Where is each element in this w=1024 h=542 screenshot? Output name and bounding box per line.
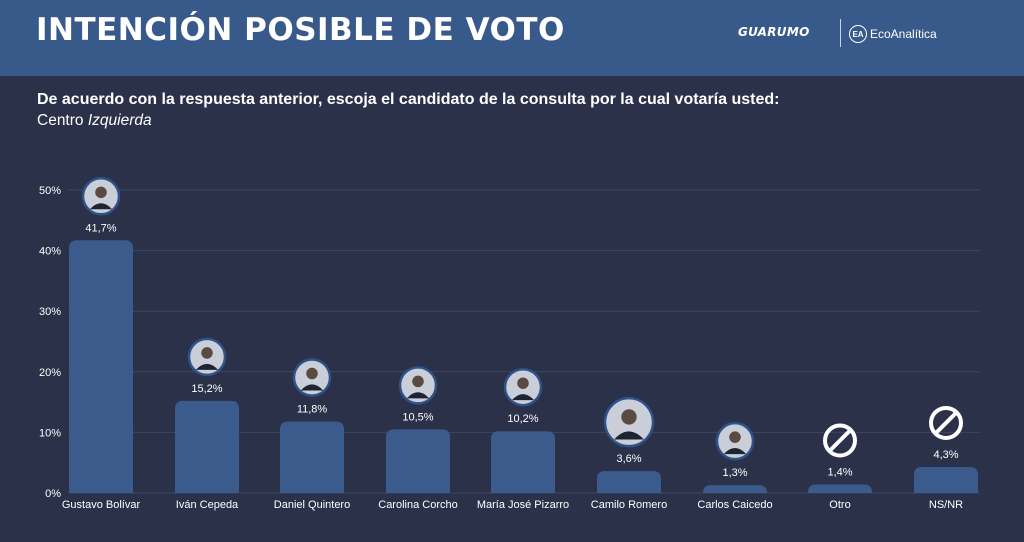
category-label: Daniel Quintero [274, 499, 350, 511]
bar [808, 484, 872, 493]
candidate-photo-head [306, 367, 318, 380]
subtitle-main: Centro [37, 112, 84, 129]
candidate-photo-body [195, 363, 219, 370]
bar-value-label: 11,8% [297, 403, 328, 415]
bar-value-label: 3,6% [616, 453, 641, 465]
category-label: Iván Cepeda [176, 499, 239, 511]
y-tick-label: 30% [39, 306, 61, 318]
subtitle-emphasis: Izquierda [87, 112, 152, 129]
bar-value-label: 41,7% [85, 222, 116, 234]
bar-value-label: 15,2% [191, 383, 222, 395]
ecoanalitica-logo: EA EcoAnalítica [849, 24, 937, 44]
bar [69, 240, 133, 493]
chart-subtitle: Centro Izquierda [37, 112, 152, 130]
bar-value-label: 10,5% [402, 411, 433, 423]
page-title: INTENCIÓN POSIBLE DE VOTO [36, 12, 565, 48]
prohibited-icon [823, 423, 857, 458]
bar [597, 471, 661, 493]
candidate-photo-head [621, 409, 637, 425]
candidate-photo-body [406, 392, 430, 399]
bar-value-label: 1,4% [827, 467, 852, 479]
category-label: Camilo Romero [591, 499, 667, 511]
candidate-photo-head [517, 377, 529, 389]
ecoanalitica-mark-icon: EA [849, 25, 867, 43]
ecoanalitica-logo-text: EcoAnalítica [870, 27, 937, 41]
prohibited-icon [929, 405, 963, 440]
candidate-photo-head [729, 431, 741, 443]
y-tick-label: 20% [39, 367, 61, 379]
bar-value-label: 10,2% [507, 413, 538, 425]
category-label: Otro [829, 499, 850, 511]
survey-question: De acuerdo con la respuesta anterior, es… [37, 91, 780, 108]
candidate-photo-head [412, 375, 424, 388]
candidate-photo-body [511, 394, 535, 401]
bar [386, 429, 450, 493]
y-tick-label: 10% [39, 427, 61, 439]
y-tick-label: 40% [39, 246, 61, 258]
category-label: Gustavo Bolívar [62, 499, 141, 511]
candidate-photo-body [723, 448, 747, 455]
header-banner: INTENCIÓN POSIBLE DE VOTO GUARUMO EA Eco… [0, 0, 1024, 76]
category-label: Carolina Corcho [378, 499, 457, 511]
prohibited-icon-slash [828, 429, 852, 452]
bar [914, 466, 978, 493]
bar-value-label: 4,3% [933, 449, 958, 461]
bar [280, 421, 344, 493]
bar [703, 485, 767, 493]
category-label: NS/NR [929, 499, 963, 511]
prohibited-icon-slash [934, 411, 958, 435]
y-tick-label: 50% [39, 185, 61, 197]
candidate-photo-body [614, 431, 644, 440]
logo-divider [840, 19, 841, 47]
candidate-photo-body [300, 384, 324, 391]
category-label: Carlos Caicedo [697, 499, 772, 511]
y-tick-label: 0% [45, 488, 61, 500]
bar [491, 431, 555, 493]
bar-value-label: 1,3% [722, 467, 747, 479]
candidate-photo-body [89, 203, 113, 210]
category-label: María José Pizarro [477, 499, 569, 511]
bar [175, 400, 239, 493]
candidate-photo-head [201, 347, 213, 359]
candidate-photo-head [95, 186, 107, 199]
guarumo-logo: GUARUMO [738, 25, 810, 39]
